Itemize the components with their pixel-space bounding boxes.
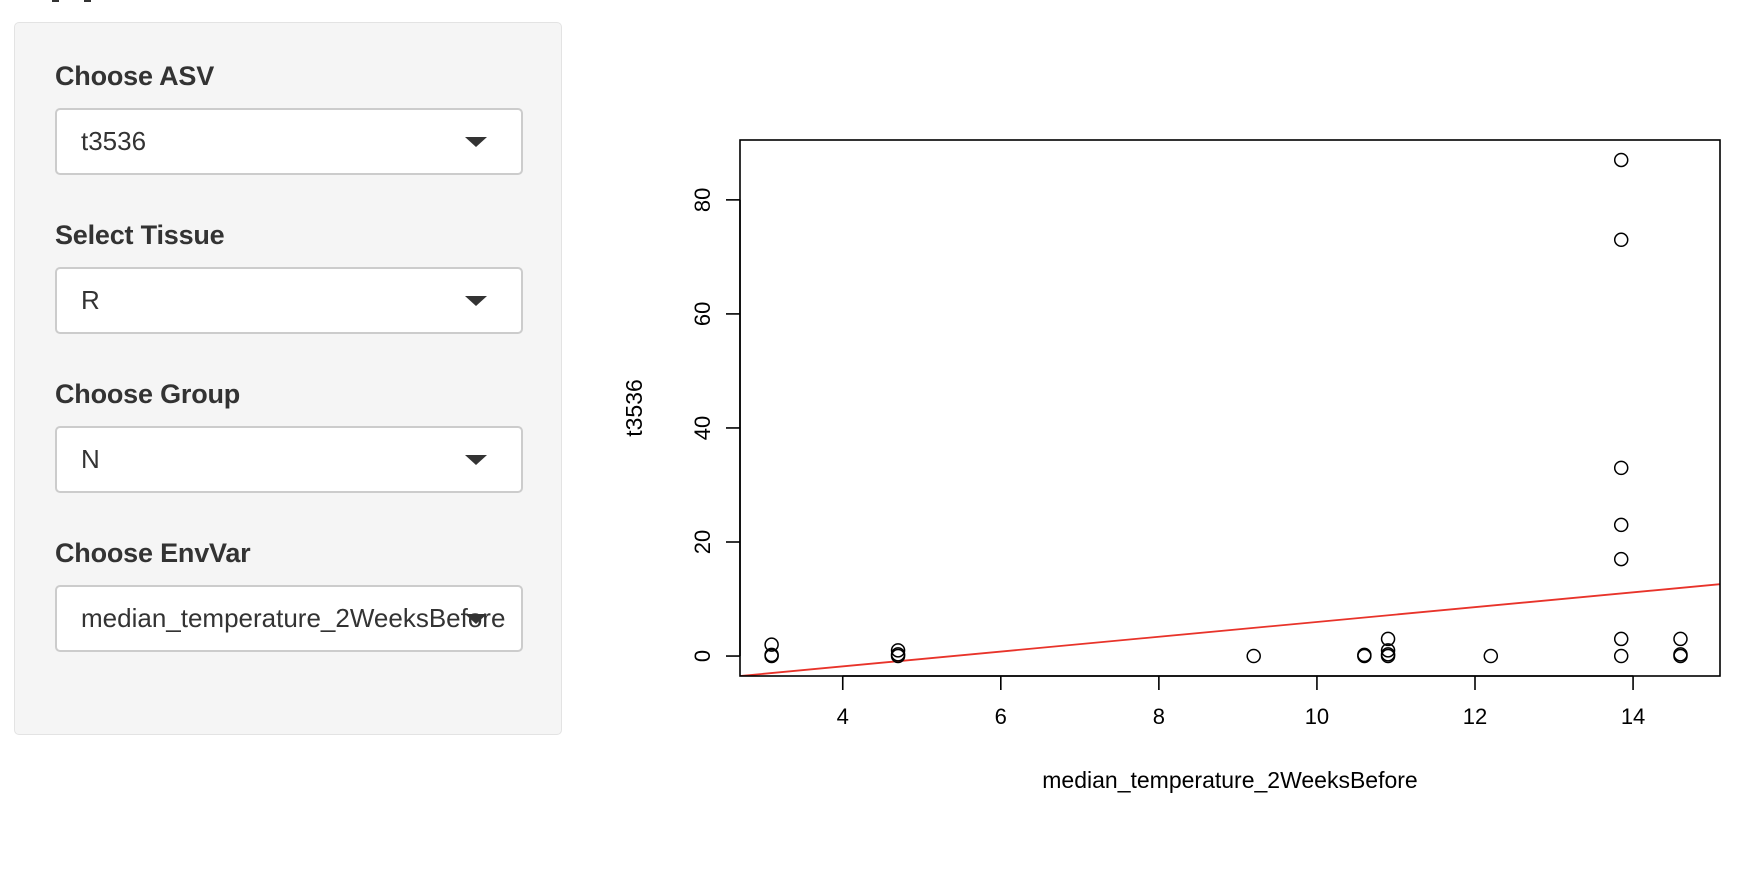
data-point (1613, 232, 1629, 248)
group-label: Choose Group (55, 379, 241, 409)
asv-label: Choose ASV (55, 61, 215, 91)
tissue-field: Select Tissue R (55, 218, 523, 334)
envvar-label: Choose EnvVar (55, 538, 251, 568)
regression-line (740, 583, 1720, 676)
data-point (764, 647, 779, 663)
group-field: Choose Group N (55, 377, 523, 493)
asv-select-value: t3536 (81, 126, 147, 156)
y-axis-title: t3536 (621, 379, 647, 437)
scatter-plot: 4 6 8 10 12 14 0 20 40 60 80 median_temperature_2… (621, 139, 1721, 793)
data-point (1380, 647, 1396, 662)
data-point (1613, 152, 1629, 168)
data-point (890, 647, 906, 662)
chevron-down-icon (465, 296, 487, 306)
data-point (1673, 647, 1688, 662)
asv-field: Choose ASV t3536 (55, 59, 523, 175)
x-axis-title: median_temperature_2WeeksBefore (1042, 767, 1417, 793)
y-tick-label: 0 (690, 650, 715, 662)
envvar-select[interactable]: median_temperature_2WeeksBefore (55, 585, 523, 652)
x-tick-label: 8 (1153, 704, 1165, 729)
x-tick-label: 6 (995, 704, 1007, 729)
x-tick-label: 14 (1621, 704, 1645, 729)
group-select-value: N (81, 444, 100, 474)
plot-frame (739, 139, 1721, 677)
tissue-select[interactable]: R (55, 267, 523, 334)
x-tick-label: 4 (837, 704, 849, 729)
data-point (1613, 517, 1629, 533)
y-tick-label: 40 (690, 416, 715, 440)
x-tick-label: 10 (1305, 704, 1329, 729)
group-select[interactable]: N (55, 426, 523, 493)
data-point (764, 637, 779, 652)
data-point (1483, 648, 1499, 664)
sidebar-panel: Choose ASV t3536 Select Tissue R Choose … (14, 22, 562, 735)
data-point (1380, 643, 1396, 658)
x-tick-label: 12 (1463, 704, 1487, 729)
data-point (1613, 551, 1629, 567)
data-point (1613, 648, 1629, 664)
top-edge-marks (52, 0, 91, 2)
envvar-field: Choose EnvVar median_temperature_2WeeksB… (55, 536, 523, 652)
y-tick-label: 20 (690, 530, 715, 554)
y-tick-label: 80 (690, 188, 715, 212)
data-point (1357, 648, 1372, 664)
tissue-label: Select Tissue (55, 220, 225, 250)
data-point (1357, 647, 1372, 663)
data-point (1673, 631, 1688, 647)
data-point (1246, 648, 1261, 664)
data-point (1613, 460, 1629, 476)
tissue-select-value: R (81, 285, 100, 315)
data-point (1380, 631, 1396, 647)
chevron-down-icon (465, 614, 487, 624)
y-tick-label: 60 (690, 302, 715, 326)
envvar-select-value: median_temperature_2WeeksBefore (81, 603, 506, 633)
chevron-down-icon (465, 137, 487, 147)
chevron-down-icon (465, 455, 487, 465)
data-point (1613, 631, 1629, 647)
asv-select[interactable]: t3536 (55, 108, 523, 175)
data-point (890, 643, 906, 658)
